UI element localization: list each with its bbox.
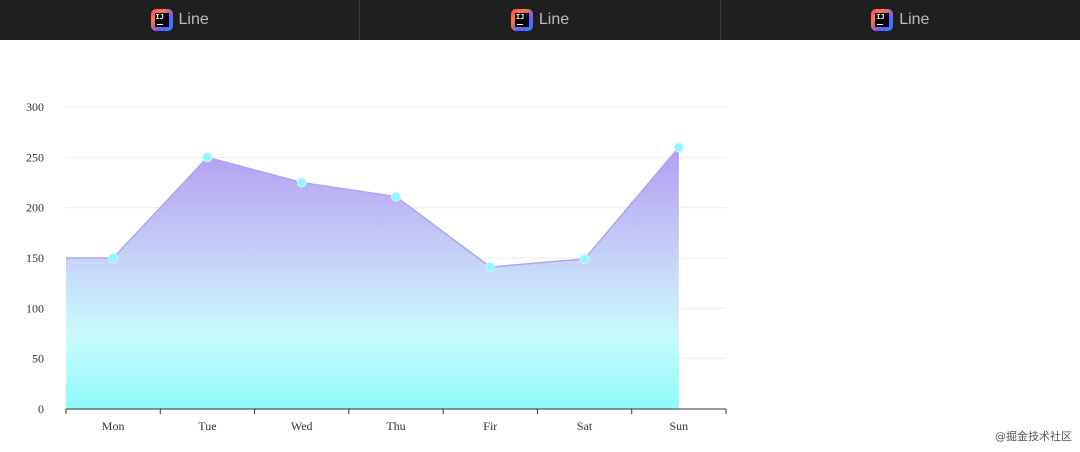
data-point (579, 254, 590, 265)
data-point (673, 142, 684, 153)
tab-label: Line (178, 11, 209, 28)
intellij-idea-icon: IJ (510, 9, 533, 31)
intellij-idea-icon: IJ (871, 9, 894, 31)
data-point (202, 152, 213, 163)
y-tick-label: 250 (26, 150, 44, 164)
area-fill (66, 147, 679, 409)
y-tick-label: 50 (32, 352, 44, 366)
data-points (108, 142, 684, 273)
watermark: @掘金技术社区 (995, 430, 1072, 443)
tab-label: Line (899, 11, 930, 28)
data-point (296, 177, 307, 188)
x-tick-label: Tue (198, 419, 216, 433)
series-line (66, 146, 680, 268)
y-tick-label: 0 (38, 402, 44, 416)
tab-line-1[interactable]: IJ Line (0, 0, 361, 40)
y-tick-label: 200 (26, 201, 44, 215)
data-point (108, 253, 119, 263)
x-tick-label: Mon (102, 419, 125, 433)
y-tick-label: 300 (26, 100, 44, 114)
x-tick-label: Sat (577, 419, 593, 433)
area-chart: 0 50 100 150 200 250 300 Mon Tue Wed Thu Fir Sat Sun (26, 100, 727, 433)
x-tick-label: Fir (483, 419, 497, 433)
y-tick-label: 150 (26, 251, 44, 265)
y-tick-label: 100 (26, 301, 44, 315)
x-tick-label: Thu (386, 419, 405, 433)
x-tick-label: Sun (670, 419, 689, 433)
tab-bar: IJ Line IJ Line IJ Line (0, 0, 1080, 40)
intellij-idea-icon: IJ (150, 9, 173, 31)
tab-label: Line (538, 11, 570, 28)
tab-line-2[interactable]: IJ Line (360, 0, 721, 40)
axes: 0 50 100 150 200 250 300 Mon Tue Wed Thu Fir Sat Sun (26, 100, 727, 433)
x-tick-label: Wed (291, 419, 313, 433)
area-series (66, 146, 680, 409)
data-point (485, 262, 496, 273)
data-point (391, 191, 401, 202)
tab-line-3[interactable]: IJ Line (721, 0, 1080, 40)
